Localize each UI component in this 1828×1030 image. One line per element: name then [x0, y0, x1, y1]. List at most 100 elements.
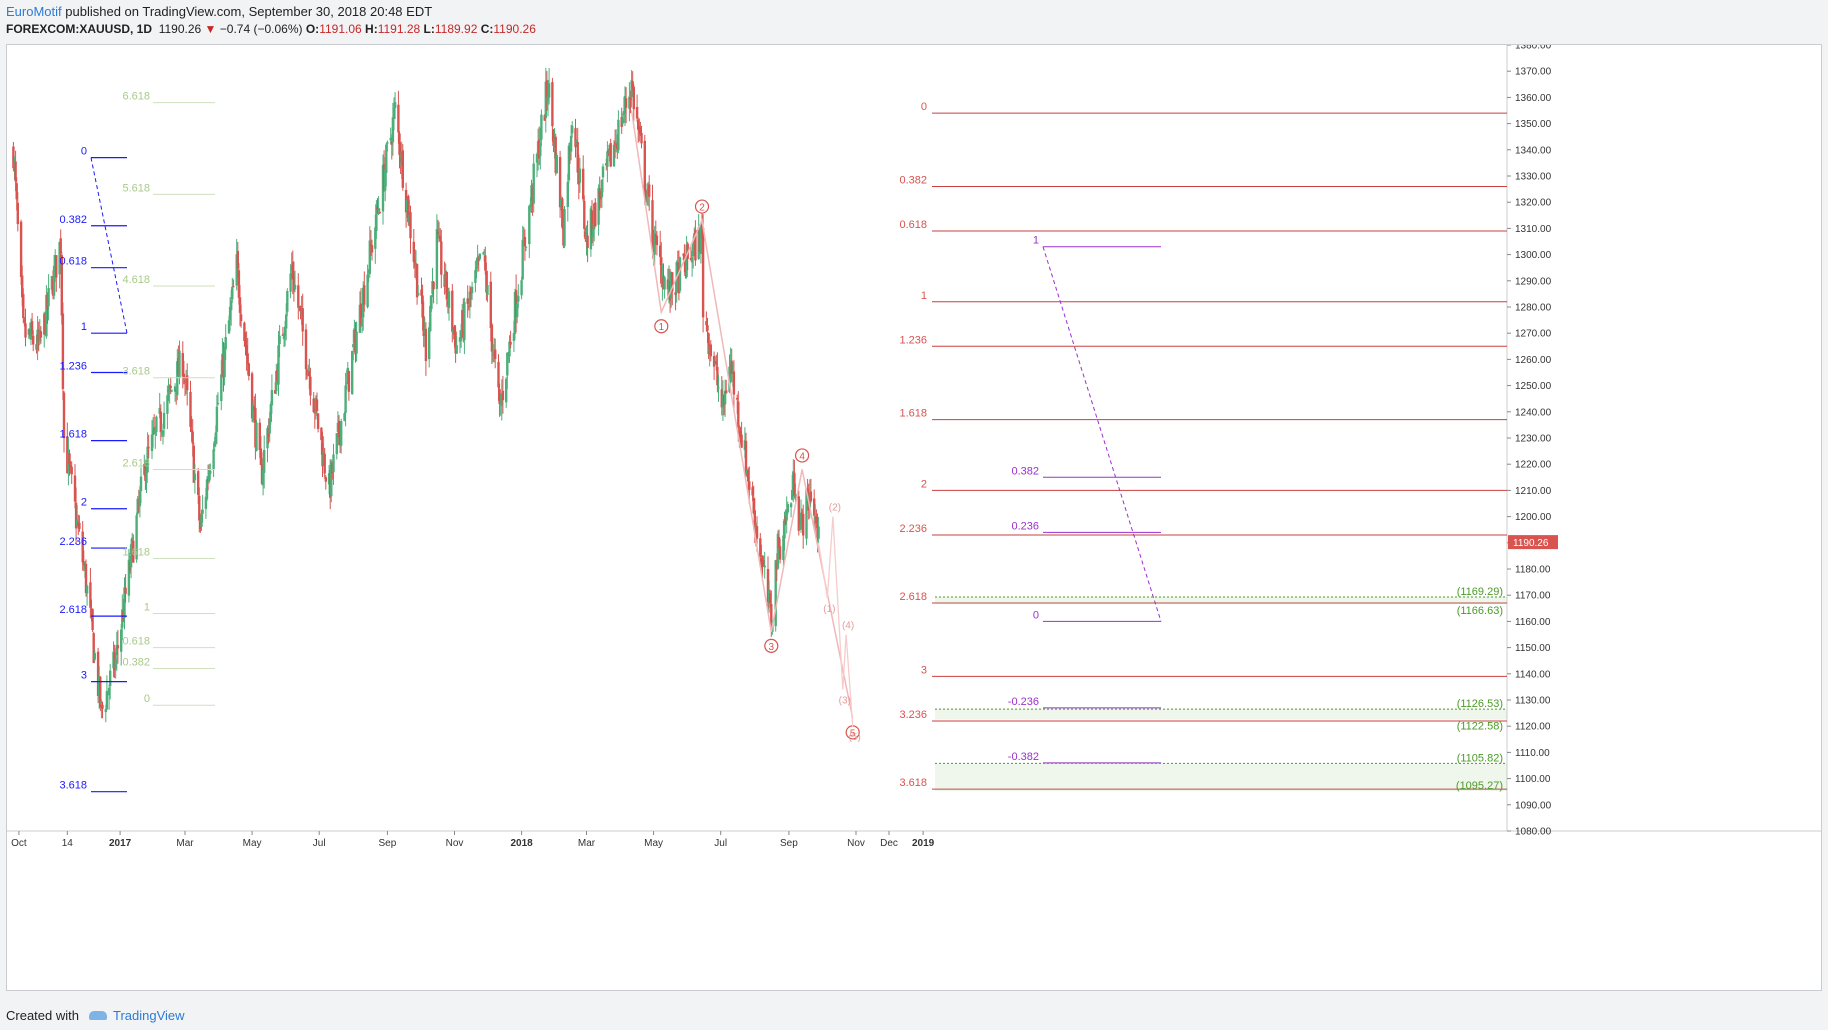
candle — [136, 495, 139, 516]
candle — [574, 118, 577, 158]
candle-body — [282, 333, 286, 340]
candle-body — [523, 236, 527, 247]
candle-body — [266, 428, 269, 449]
elliott-minor-label: (3) — [839, 696, 851, 707]
candle-body — [578, 168, 582, 183]
candle-body — [124, 587, 127, 594]
tradingview-link[interactable]: TradingView — [113, 1008, 185, 1023]
candle — [793, 459, 796, 498]
candle-body — [609, 143, 612, 167]
candle-body — [231, 286, 234, 300]
candle — [223, 343, 226, 386]
candle-body — [514, 290, 518, 317]
candle-body — [430, 295, 433, 310]
price-tick-label: 1130.00 — [1515, 696, 1551, 707]
candle-body — [690, 257, 694, 263]
candle — [335, 433, 338, 460]
candle — [135, 512, 138, 563]
time-tick-label: Mar — [176, 838, 194, 849]
candle — [463, 297, 466, 355]
candle-body — [39, 331, 43, 338]
candle — [286, 288, 289, 317]
candle-body — [478, 253, 481, 260]
candle-body — [552, 130, 555, 146]
price-tick-label: 1320.00 — [1515, 198, 1552, 209]
candle-body — [545, 80, 549, 98]
candle — [514, 274, 518, 333]
candle-body — [422, 316, 425, 337]
candle-body — [193, 473, 197, 481]
candle — [39, 326, 43, 344]
target-zone-label-low: (1122.58) — [1457, 720, 1503, 732]
candle-body — [778, 546, 782, 560]
candle-body — [216, 402, 220, 404]
candle-body — [551, 82, 554, 127]
candle — [813, 489, 816, 531]
candle — [447, 287, 451, 321]
candle — [760, 544, 763, 573]
price-tick-label: 1310.00 — [1515, 224, 1552, 235]
candle — [138, 486, 142, 518]
elliott-wave-marker — [654, 319, 669, 334]
price-tick-label: 1290.00 — [1515, 276, 1552, 287]
candle — [799, 499, 803, 533]
candle-body — [116, 645, 120, 649]
candle-body — [481, 252, 485, 254]
candle-body — [645, 196, 649, 198]
price-tick-label: 1180.00 — [1515, 565, 1551, 576]
candle-body — [428, 327, 431, 360]
candle-body — [459, 331, 463, 341]
candle — [139, 467, 143, 504]
chart-area[interactable]: 1080.00 1090.00 1100.00 1110.00 1120.00 1130.… — [6, 44, 1822, 991]
fib-left-pale-label: 2.618 — [122, 457, 150, 469]
elliott-minor-label: (4) — [842, 621, 854, 632]
candle-body — [651, 200, 654, 248]
high-label: H: — [365, 22, 378, 36]
candle — [436, 219, 440, 243]
candle-body — [752, 497, 755, 514]
candle-body — [439, 235, 442, 242]
candle-body — [138, 491, 142, 507]
candle — [32, 330, 35, 352]
time-tick-label: Jul — [714, 838, 727, 849]
candle-body — [630, 80, 633, 98]
candle-body — [352, 344, 355, 348]
candle-body — [204, 496, 208, 509]
candle-body — [591, 228, 595, 238]
candle-body — [747, 469, 750, 482]
target-zone — [935, 763, 1507, 791]
price-chart[interactable]: 1080.001090.001100.001110.001120.001130.… — [7, 45, 1821, 990]
candle — [61, 302, 65, 401]
candle-body — [766, 569, 770, 603]
candle — [774, 559, 777, 632]
candle-body — [22, 294, 25, 319]
candle — [332, 443, 335, 486]
author-link[interactable]: EuroMotif — [6, 4, 62, 19]
fib-right-red-label: 2.236 — [899, 523, 927, 535]
candle — [123, 577, 126, 630]
candle — [481, 252, 485, 255]
candle-body — [397, 104, 400, 133]
candle-body — [706, 325, 709, 331]
candle-body — [105, 690, 109, 710]
fib-left-blue-label: 1.236 — [59, 361, 87, 373]
candle — [301, 293, 304, 346]
candle-body — [14, 161, 17, 182]
candle-body — [659, 245, 662, 257]
candle-body — [139, 476, 143, 492]
candle-body — [70, 466, 73, 475]
candle-body — [791, 490, 794, 500]
candle-body — [621, 118, 624, 124]
candle-body — [454, 331, 457, 354]
candle-body — [717, 387, 720, 389]
fib-right-purple-label: 1 — [1033, 235, 1039, 247]
fib-left-blue-label: 1.618 — [59, 429, 87, 441]
publish-line: EuroMotif published on TradingView.com, … — [6, 4, 432, 19]
candle-body — [261, 470, 265, 485]
candle — [432, 280, 435, 304]
fib-left-blue-label: 0 — [81, 146, 87, 158]
fib-right-red-label: 1 — [921, 290, 927, 302]
candle-body — [793, 472, 796, 497]
candle-body — [415, 263, 419, 298]
candle-body — [490, 324, 494, 352]
